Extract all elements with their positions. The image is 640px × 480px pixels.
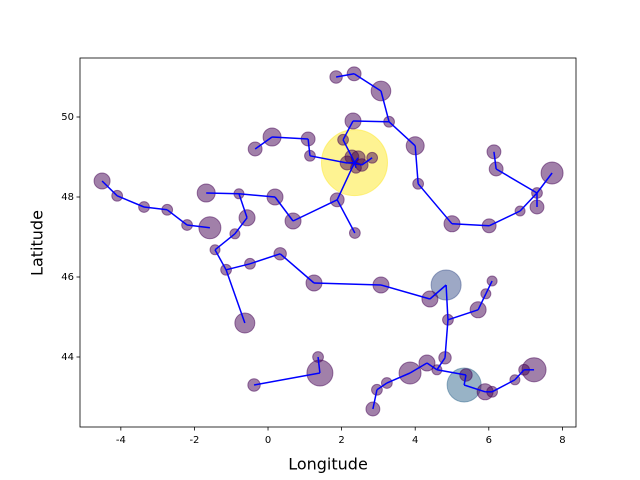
edge (186, 224, 210, 229)
edge (279, 253, 315, 284)
edge (317, 356, 321, 374)
edge (426, 362, 438, 371)
x-tick-label: 6 (486, 435, 492, 446)
edge (342, 139, 353, 158)
x-tick-label: 2 (338, 435, 344, 446)
edge (166, 209, 188, 226)
edge (353, 73, 382, 92)
edge (342, 120, 354, 141)
edge (376, 382, 388, 391)
x-tick-label: -2 (189, 435, 199, 446)
x-tick-label: 4 (412, 435, 418, 446)
edge (353, 157, 359, 164)
edge (272, 136, 309, 140)
edge (495, 168, 538, 194)
edge (234, 217, 248, 235)
edge (214, 233, 236, 251)
y-tick-label: 44 (61, 352, 74, 363)
node (366, 151, 379, 164)
edge (429, 284, 447, 300)
edge (214, 249, 227, 271)
y-tick-label: 46 (61, 272, 74, 283)
y-axis-label: Latitude (28, 210, 47, 276)
edge (238, 193, 276, 198)
plot-frame (79, 57, 577, 428)
x-axis-label: Longitude (288, 455, 368, 474)
edge (536, 172, 553, 194)
edge (409, 362, 428, 374)
edge (335, 73, 355, 78)
edge (488, 210, 521, 227)
edge (361, 157, 373, 166)
edge (436, 357, 446, 371)
edge (491, 379, 516, 393)
edge (436, 369, 467, 376)
edge (225, 269, 246, 324)
edge (388, 121, 416, 147)
edge (353, 120, 390, 123)
edge (351, 156, 356, 163)
edge (249, 253, 281, 265)
edge (519, 192, 538, 212)
edge (372, 389, 378, 410)
edge (292, 199, 338, 222)
edge (463, 384, 486, 393)
edge (274, 196, 294, 222)
edge (485, 280, 493, 295)
edge (354, 161, 363, 166)
edge (309, 155, 348, 164)
edge (101, 180, 118, 197)
edge (313, 282, 382, 286)
x-tick-label: 8 (559, 435, 565, 446)
edge (463, 374, 467, 386)
edge (414, 145, 419, 184)
edge (116, 195, 145, 208)
node (247, 378, 261, 392)
edge (254, 136, 273, 150)
edge (336, 162, 356, 201)
edge (206, 192, 239, 195)
edge (238, 193, 248, 219)
edge (386, 372, 411, 384)
edge (380, 284, 431, 300)
edge (417, 183, 453, 225)
x-tick-label: 0 (265, 435, 271, 446)
edge (444, 319, 449, 358)
edge (143, 206, 168, 211)
edge (493, 151, 497, 170)
edge (451, 223, 490, 227)
edge (307, 138, 311, 156)
edge (447, 309, 479, 321)
edge (514, 369, 525, 381)
y-tick-label: 48 (61, 192, 74, 203)
edge (225, 263, 251, 271)
edge (380, 90, 390, 122)
edge (253, 372, 321, 386)
x-tick-label: -4 (116, 435, 126, 446)
edge (336, 199, 356, 234)
edge (477, 293, 487, 311)
edge (445, 284, 449, 320)
y-tick-label: 50 (61, 112, 74, 123)
